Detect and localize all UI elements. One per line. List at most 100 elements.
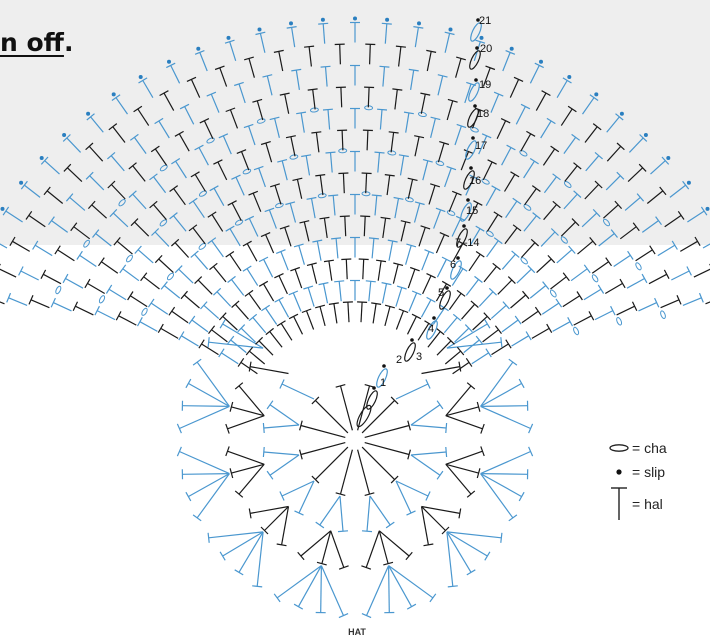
hdc-stitch xyxy=(446,98,458,121)
chain-stitch xyxy=(519,150,528,157)
hdc-stitch xyxy=(140,272,160,290)
hdc-stitch xyxy=(520,130,536,152)
hdc-stitch xyxy=(207,531,264,543)
legend-slip-stitch-label: = slip xyxy=(632,464,665,480)
hdc-stitch xyxy=(206,91,220,113)
hdc-stitch xyxy=(515,103,531,125)
chain-stitch xyxy=(563,181,572,188)
hdc-stitch xyxy=(395,45,406,67)
hdc-stitch xyxy=(361,565,390,619)
hdc-stitch xyxy=(111,94,128,115)
hdc-stitch xyxy=(307,88,318,110)
hdc-stitch xyxy=(107,151,125,172)
hdc-stitch xyxy=(627,163,647,183)
hdc-stitch xyxy=(274,273,288,295)
hdc-stitch xyxy=(154,117,170,139)
hdc-stitch xyxy=(469,225,485,247)
hdc-stitch xyxy=(293,243,305,265)
hdc-stitch xyxy=(315,304,326,327)
chain-stitch xyxy=(616,317,623,326)
hdc-stitch xyxy=(505,197,522,219)
hdc-stitch xyxy=(151,228,170,247)
hdc-stitch xyxy=(179,103,195,125)
hdc-stitch xyxy=(531,323,553,339)
hdc-stitch xyxy=(398,154,409,176)
hdc-stitch xyxy=(371,302,382,324)
hdc-stitch xyxy=(350,236,360,258)
hdc-stitch xyxy=(264,207,277,229)
hdc-stitch xyxy=(260,232,275,254)
starting-chain xyxy=(356,404,372,428)
hdc-stitch xyxy=(245,346,266,365)
hdc-stitch xyxy=(292,177,303,199)
slip-stitch xyxy=(289,21,293,26)
slip-stitch xyxy=(666,156,671,160)
hdc-stitch xyxy=(414,135,425,157)
hdc-stitch xyxy=(170,238,190,258)
hdc-stitch xyxy=(570,264,591,282)
hdc-stitch xyxy=(270,183,282,205)
hdc-stitch xyxy=(306,196,317,219)
hdc-stitch xyxy=(229,401,265,417)
hdc-stitch xyxy=(328,302,339,324)
hdc-stitch xyxy=(364,442,411,460)
hdc-stitch xyxy=(624,193,645,211)
hdc-stitch xyxy=(529,62,544,84)
starting-chain xyxy=(470,18,482,42)
hdc-stitch xyxy=(524,185,541,206)
hdc-stitch xyxy=(480,358,518,407)
chain-stitch xyxy=(98,295,106,304)
hdc-stitch xyxy=(563,190,582,210)
hdc-stitch xyxy=(237,357,258,375)
chain-stitch xyxy=(635,262,642,271)
hdc-stitch xyxy=(43,186,64,204)
hdc-stitch xyxy=(178,331,199,347)
slip-stitch-icon xyxy=(616,469,622,475)
hdc-stitch xyxy=(432,304,449,325)
hdc-stitch xyxy=(286,26,297,48)
hat-brim-fan xyxy=(0,16,710,375)
starting-chain xyxy=(439,286,451,310)
hdc-stitch xyxy=(293,565,322,610)
row-number-label: 2 xyxy=(396,354,402,366)
hdc-stitch xyxy=(227,335,247,354)
chain-stitch xyxy=(198,242,207,250)
hdc-stitch xyxy=(274,296,290,318)
hdc-stitch xyxy=(242,240,258,262)
hdc-stitch xyxy=(186,76,201,98)
hdc-stitch xyxy=(516,265,536,284)
hdc-stitch xyxy=(446,531,458,588)
hdc-stitch xyxy=(266,400,300,426)
starting-chain xyxy=(468,78,480,102)
row-number-label: 19 xyxy=(479,79,491,91)
hdc-stitch xyxy=(176,446,230,475)
hdc-stitch xyxy=(181,400,230,411)
hdc-stitch xyxy=(194,144,209,166)
hdc-stitch xyxy=(299,442,346,460)
chain-stitch xyxy=(573,326,580,336)
hdc-stitch xyxy=(364,86,375,108)
row-number-label: 6 xyxy=(450,259,456,271)
starting-chain xyxy=(366,386,378,410)
hdc-stitch xyxy=(171,157,187,179)
hdc-stitch xyxy=(421,506,450,535)
hdc-stitch xyxy=(482,325,502,343)
hdc-stitch xyxy=(598,229,618,247)
hdc-stitch xyxy=(657,240,678,257)
hdc-stitch xyxy=(486,237,503,258)
hdc-stitch xyxy=(350,279,360,301)
hdc-stitch xyxy=(365,280,376,302)
row-number-label: 18 xyxy=(477,108,489,120)
hdc-stitch xyxy=(225,225,241,247)
hdc-stitch xyxy=(316,530,332,566)
chain-stitch xyxy=(485,230,494,237)
hdc-stitch xyxy=(188,197,205,219)
hdc-stitch xyxy=(523,157,539,179)
hdc-stitch xyxy=(445,463,481,479)
slip-stitch xyxy=(0,206,5,211)
starting-chain xyxy=(469,46,481,70)
hdc-stitch xyxy=(486,211,503,232)
hdc-stitch xyxy=(174,130,190,152)
instruction-link[interactable]: n off xyxy=(0,28,64,57)
hdc-stitch xyxy=(248,505,289,519)
